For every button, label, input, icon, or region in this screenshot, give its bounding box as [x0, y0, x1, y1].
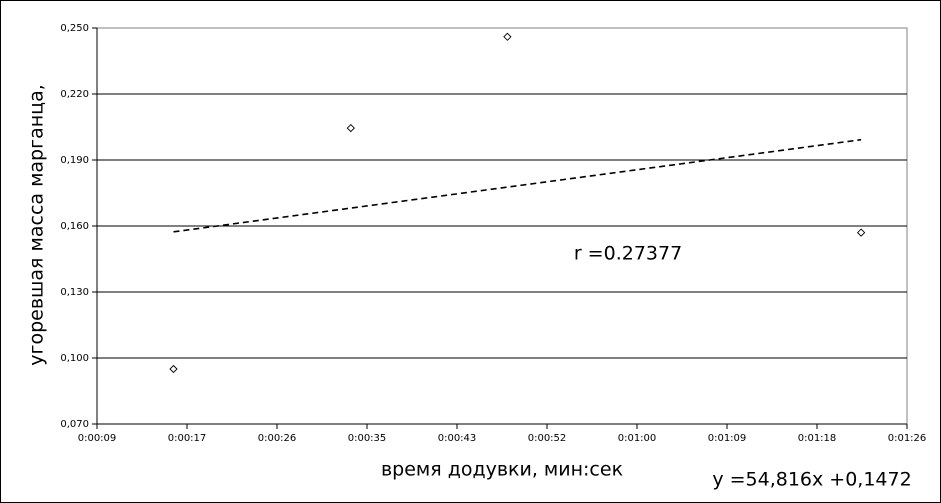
- x-tick-label: 0:01:26: [888, 433, 927, 444]
- x-tick-label: 0:00:43: [438, 433, 477, 444]
- y-tick-label: 0,160: [60, 221, 89, 232]
- x-tick-label: 0:00:09: [78, 433, 117, 444]
- x-tick-label: 0:00:52: [528, 433, 567, 444]
- x-tick-label: 0:00:35: [348, 433, 387, 444]
- y-tick-label: 0,250: [60, 23, 89, 34]
- trendline: [173, 138, 862, 233]
- x-tick-label: 0:01:00: [618, 433, 657, 444]
- x-tick-label: 0:00:17: [168, 433, 207, 444]
- y-tick-label: 0,190: [60, 155, 89, 166]
- annotation: r =0.27377: [574, 243, 682, 265]
- y-tick-label: 0,070: [60, 419, 89, 430]
- y-axis-label: угоревшая масса марганца,: [26, 84, 48, 366]
- point: [503, 32, 512, 41]
- x-axis-label: время додувки, мин:сек: [381, 459, 623, 481]
- x-tick-label: 0:01:18: [798, 433, 837, 444]
- x-tick-label: 0:00:26: [258, 433, 297, 444]
- point: [346, 123, 355, 133]
- y-tick-label: 0,130: [60, 287, 89, 298]
- y-tick-label: 0,100: [60, 353, 89, 364]
- trendline-equation: y =54,816x +0,1472: [712, 469, 911, 491]
- y-tick-label: 0,220: [60, 89, 89, 100]
- x-tick-label: 0:01:09: [708, 433, 747, 444]
- point: [169, 364, 178, 374]
- point: [856, 228, 866, 237]
